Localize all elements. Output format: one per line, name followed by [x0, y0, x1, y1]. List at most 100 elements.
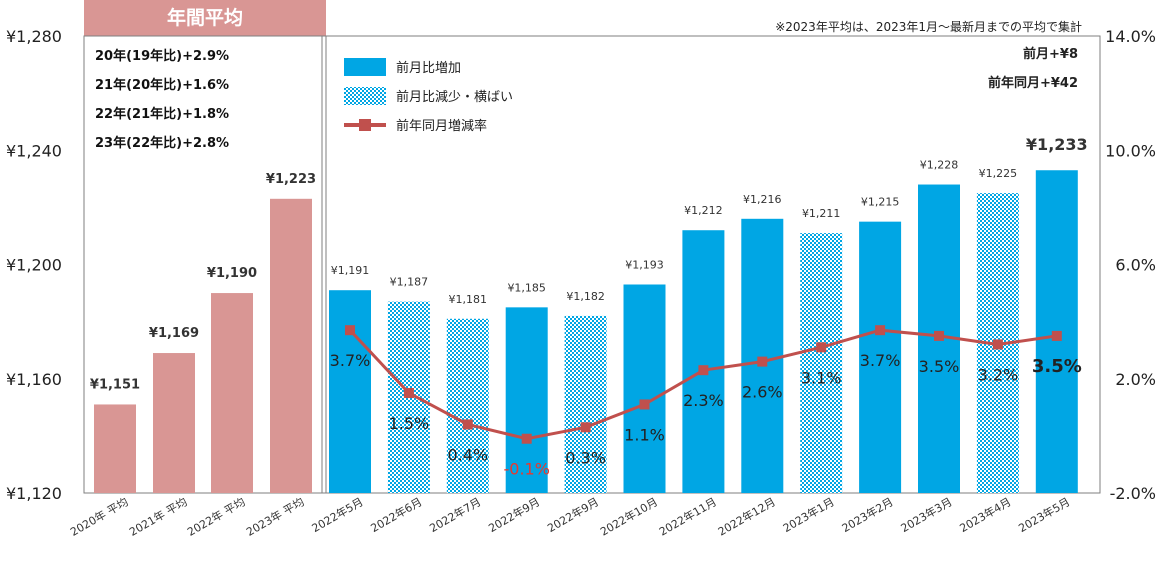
yoy-label: 0.3%	[565, 448, 606, 467]
bar-value-label: ¥1,211	[802, 207, 841, 220]
yoy-label: 1.1%	[624, 425, 665, 444]
x-tick-label: 2023年2月	[839, 494, 895, 535]
x-tick-label: 2023年1月	[780, 494, 836, 535]
annual-header-box	[84, 0, 326, 36]
yoy-label: 3.7%	[860, 351, 901, 370]
x-tick-label: 2022年10月	[598, 494, 660, 538]
bar-value-label: ¥1,228	[920, 159, 959, 172]
y-left-tick-label: ¥1,280	[6, 27, 62, 46]
yoy-labels: 3.7% 1.5% 0.4% -0.1% 0.3% 1.1% 2.3% 2.6% 3.1% 3.7…	[330, 351, 1082, 479]
annual-note-3: 22年(21年比)+1.8%	[95, 106, 229, 122]
bar	[329, 290, 371, 493]
legend-swatch-increase	[344, 58, 386, 76]
legend-swatch-decrease	[344, 87, 386, 105]
y-left-tick-label: ¥1,120	[6, 484, 62, 503]
yoy-point	[345, 325, 355, 336]
yoy-point	[875, 325, 886, 336]
bar	[446, 318, 489, 493]
bar-value-label: ¥1,223	[266, 172, 316, 187]
y-right-tick-label: 2.0%	[1115, 370, 1156, 389]
yoy-label: -0.1%	[503, 460, 549, 479]
x-tick-label: 2023年5月	[1016, 494, 1072, 535]
x-tick-label: 2023年 平均	[244, 494, 307, 538]
x-tick-label: 2022年6月	[368, 494, 424, 535]
bar	[211, 293, 253, 493]
y-axis-left: ¥1,120 ¥1,160 ¥1,200 ¥1,240 ¥1,280	[6, 27, 62, 503]
yoy-point	[816, 342, 827, 353]
legend-swatch-marker	[359, 119, 371, 131]
bar-value-label: ¥1,193	[625, 258, 664, 271]
bar	[859, 221, 902, 493]
bars	[94, 170, 1078, 494]
yoy-label: 2.6%	[742, 383, 783, 402]
bar-value-labels: ¥1,151 ¥1,169 ¥1,190 ¥1,223 ¥1,191 ¥1,187 ¥1,1…	[90, 135, 1088, 392]
x-tick-label: 2023年4月	[957, 494, 1013, 535]
y-left-tick-label: ¥1,160	[6, 370, 62, 389]
x-tick-label: 2023年3月	[898, 494, 954, 535]
bar-value-label: ¥1,151	[90, 377, 140, 392]
annual-note-1: 20年(19年比)+2.9%	[95, 48, 229, 64]
x-tick-label: 2022年 平均	[185, 494, 248, 538]
legend-label-line: 前年同月増減率	[396, 118, 487, 134]
bar-value-label: ¥1,225	[979, 167, 1018, 180]
bar	[153, 353, 195, 493]
y-right-tick-label: 14.0%	[1105, 27, 1156, 46]
y-right-tick-label: -2.0%	[1110, 484, 1156, 503]
yoy-point	[934, 330, 944, 341]
annual-header: 年間平均	[167, 6, 243, 29]
yoy-point	[992, 339, 1003, 350]
x-tick-label: 2020年 平均	[68, 494, 131, 538]
bar	[94, 404, 136, 493]
bar-value-label: ¥1,191	[331, 264, 370, 277]
yoy-point	[698, 365, 709, 376]
x-tick-label: 2022年9月	[486, 494, 542, 535]
x-tick-label: 2022年12月	[715, 494, 777, 538]
x-tick-label: 2021年 平均	[127, 494, 190, 538]
annual-note-2: 21年(20年比)+1.6%	[95, 77, 229, 93]
yoy-line	[345, 325, 1062, 444]
bar	[564, 315, 607, 493]
yoy-point	[403, 388, 414, 399]
bar-value-label: ¥1,233	[1026, 135, 1088, 154]
yoy-label: 0.4%	[447, 445, 488, 464]
bar-value-label: ¥1,181	[449, 293, 488, 306]
bar-value-label: ¥1,215	[861, 196, 900, 209]
bar	[682, 230, 725, 493]
yoy-label: 3.1%	[801, 368, 842, 387]
yoy-point	[521, 433, 532, 444]
bar	[800, 233, 843, 494]
yoy-point	[462, 419, 473, 430]
legend-label-decrease: 前月比減少・横ばい	[396, 89, 513, 105]
change-note-prev-month: 前月+¥8	[1023, 46, 1078, 62]
legend-label-increase: 前月比増加	[396, 60, 461, 76]
yoy-label: 3.2%	[978, 365, 1019, 384]
y-left-tick-label: ¥1,200	[6, 256, 62, 275]
bar-value-label: ¥1,216	[743, 193, 782, 206]
note-text: ※2023年平均は、2023年1月～最新月までの平均で集計	[775, 19, 1082, 34]
bar	[270, 198, 312, 493]
x-tick-label: 2022年11月	[656, 494, 718, 538]
bar	[505, 307, 548, 493]
yoy-label: 1.5%	[389, 414, 430, 433]
x-tick-label: 2022年7月	[427, 494, 483, 535]
yoy-label: 2.3%	[683, 391, 724, 410]
y-right-tick-label: 6.0%	[1115, 256, 1156, 275]
bar-value-label: ¥1,182	[566, 290, 605, 303]
legend: 前月比増加 前月比減少・横ばい 前年同月増減率	[344, 58, 513, 134]
yoy-point	[580, 422, 591, 433]
bar	[623, 284, 666, 493]
y-left-tick-label: ¥1,240	[6, 141, 62, 160]
annual-note-4: 23年(22年比)+2.8%	[95, 135, 229, 151]
bar-value-label: ¥1,190	[207, 266, 257, 281]
bar-value-label: ¥1,212	[684, 204, 723, 217]
yoy-point	[639, 399, 650, 410]
y-axis-right: -2.0% 2.0% 6.0% 10.0% 14.0%	[1105, 27, 1156, 503]
bar	[741, 218, 784, 494]
bar-value-label: ¥1,185	[507, 281, 546, 294]
x-tick-label: 2022年5月	[309, 494, 365, 535]
yoy-point	[757, 356, 768, 367]
yoy-label: 3.7%	[330, 351, 371, 370]
change-note-prev-year: 前年同月+¥42	[988, 75, 1078, 91]
